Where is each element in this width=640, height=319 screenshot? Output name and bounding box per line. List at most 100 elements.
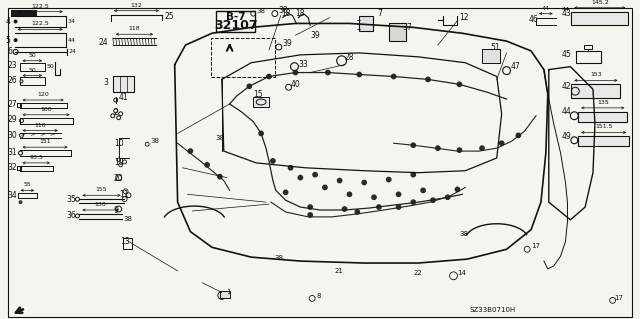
Text: 17: 17 — [614, 295, 623, 301]
Text: 145.2: 145.2 — [591, 0, 609, 5]
Text: 44: 44 — [542, 6, 550, 11]
Text: 19: 19 — [114, 158, 124, 167]
Text: 7: 7 — [377, 9, 382, 18]
Circle shape — [455, 187, 460, 191]
Circle shape — [20, 80, 23, 83]
Circle shape — [362, 180, 366, 185]
Bar — [113, 77, 134, 92]
Bar — [123, 238, 132, 249]
Circle shape — [499, 141, 504, 145]
Circle shape — [308, 205, 312, 209]
Text: 49: 49 — [561, 132, 572, 141]
Circle shape — [284, 190, 288, 195]
Text: 50: 50 — [47, 64, 55, 69]
Bar — [253, 97, 269, 107]
Text: 39: 39 — [310, 31, 320, 40]
Circle shape — [357, 72, 362, 77]
Text: 40: 40 — [291, 80, 300, 89]
Text: 34: 34 — [68, 19, 76, 24]
Text: 50: 50 — [28, 53, 36, 58]
Text: 3: 3 — [103, 78, 108, 87]
Text: 118: 118 — [129, 26, 140, 31]
Circle shape — [337, 178, 342, 183]
Circle shape — [13, 49, 18, 54]
Text: 27: 27 — [8, 100, 17, 109]
Text: 24: 24 — [68, 49, 77, 55]
Text: 44: 44 — [68, 38, 76, 43]
Bar — [20, 78, 45, 85]
Circle shape — [323, 185, 327, 189]
Text: 93.5: 93.5 — [29, 155, 43, 160]
Text: 38: 38 — [256, 8, 265, 14]
Text: 35: 35 — [67, 195, 76, 204]
Polygon shape — [11, 10, 37, 17]
Circle shape — [411, 143, 415, 147]
Text: 37: 37 — [403, 23, 412, 32]
Circle shape — [392, 74, 396, 78]
Bar — [216, 11, 255, 32]
Text: 44: 44 — [561, 107, 572, 116]
Text: 26: 26 — [8, 76, 17, 85]
Text: 30: 30 — [8, 131, 17, 140]
Circle shape — [426, 77, 430, 82]
Bar — [211, 38, 275, 78]
Circle shape — [516, 133, 520, 137]
Bar — [17, 103, 20, 108]
Circle shape — [19, 200, 22, 204]
Circle shape — [387, 177, 391, 182]
Circle shape — [396, 192, 401, 197]
Circle shape — [205, 163, 209, 167]
Text: 155: 155 — [96, 187, 108, 192]
Bar — [579, 136, 629, 146]
Text: 43: 43 — [561, 9, 572, 18]
Text: 130: 130 — [95, 202, 106, 207]
Text: 122.5: 122.5 — [31, 21, 49, 26]
Text: 44: 44 — [561, 7, 570, 12]
Circle shape — [247, 84, 252, 88]
Text: 120: 120 — [37, 92, 49, 97]
Bar — [572, 12, 628, 26]
Text: 33: 33 — [298, 60, 308, 69]
Circle shape — [19, 151, 22, 155]
Circle shape — [342, 207, 347, 211]
Text: 11: 11 — [118, 190, 128, 199]
Text: 9: 9 — [114, 205, 118, 214]
Circle shape — [259, 131, 263, 136]
Text: 4: 4 — [6, 17, 11, 26]
Text: B-7: B-7 — [226, 11, 245, 22]
Text: 8: 8 — [316, 293, 321, 300]
Text: 45: 45 — [561, 50, 572, 59]
Bar — [359, 16, 373, 31]
Text: 39: 39 — [283, 39, 292, 48]
Text: 22: 22 — [413, 270, 422, 276]
Text: 41: 41 — [118, 93, 129, 101]
Circle shape — [457, 82, 461, 86]
Text: 2: 2 — [114, 108, 118, 117]
Text: 50: 50 — [28, 68, 36, 72]
Text: 18: 18 — [281, 9, 290, 18]
Circle shape — [267, 74, 271, 78]
Text: 13: 13 — [121, 237, 131, 246]
Circle shape — [372, 195, 376, 199]
Circle shape — [411, 173, 415, 177]
Circle shape — [431, 198, 435, 202]
Circle shape — [411, 200, 415, 204]
Bar — [579, 112, 627, 122]
Text: 153: 153 — [590, 72, 602, 78]
Text: 38: 38 — [279, 6, 289, 15]
Text: 42: 42 — [561, 82, 571, 91]
Bar — [20, 63, 45, 70]
Text: 18: 18 — [296, 9, 305, 18]
Text: 47: 47 — [511, 62, 520, 71]
Circle shape — [188, 149, 193, 153]
Text: 110: 110 — [35, 122, 46, 128]
Text: 34: 34 — [8, 191, 17, 200]
Bar — [584, 45, 592, 49]
Text: 20: 20 — [114, 174, 124, 183]
Text: 38: 38 — [124, 216, 132, 222]
Text: 151.5: 151.5 — [595, 124, 612, 130]
Circle shape — [298, 175, 303, 180]
Circle shape — [14, 39, 17, 41]
Text: SZ33B0710H: SZ33B0710H — [469, 307, 515, 313]
Circle shape — [396, 205, 401, 209]
